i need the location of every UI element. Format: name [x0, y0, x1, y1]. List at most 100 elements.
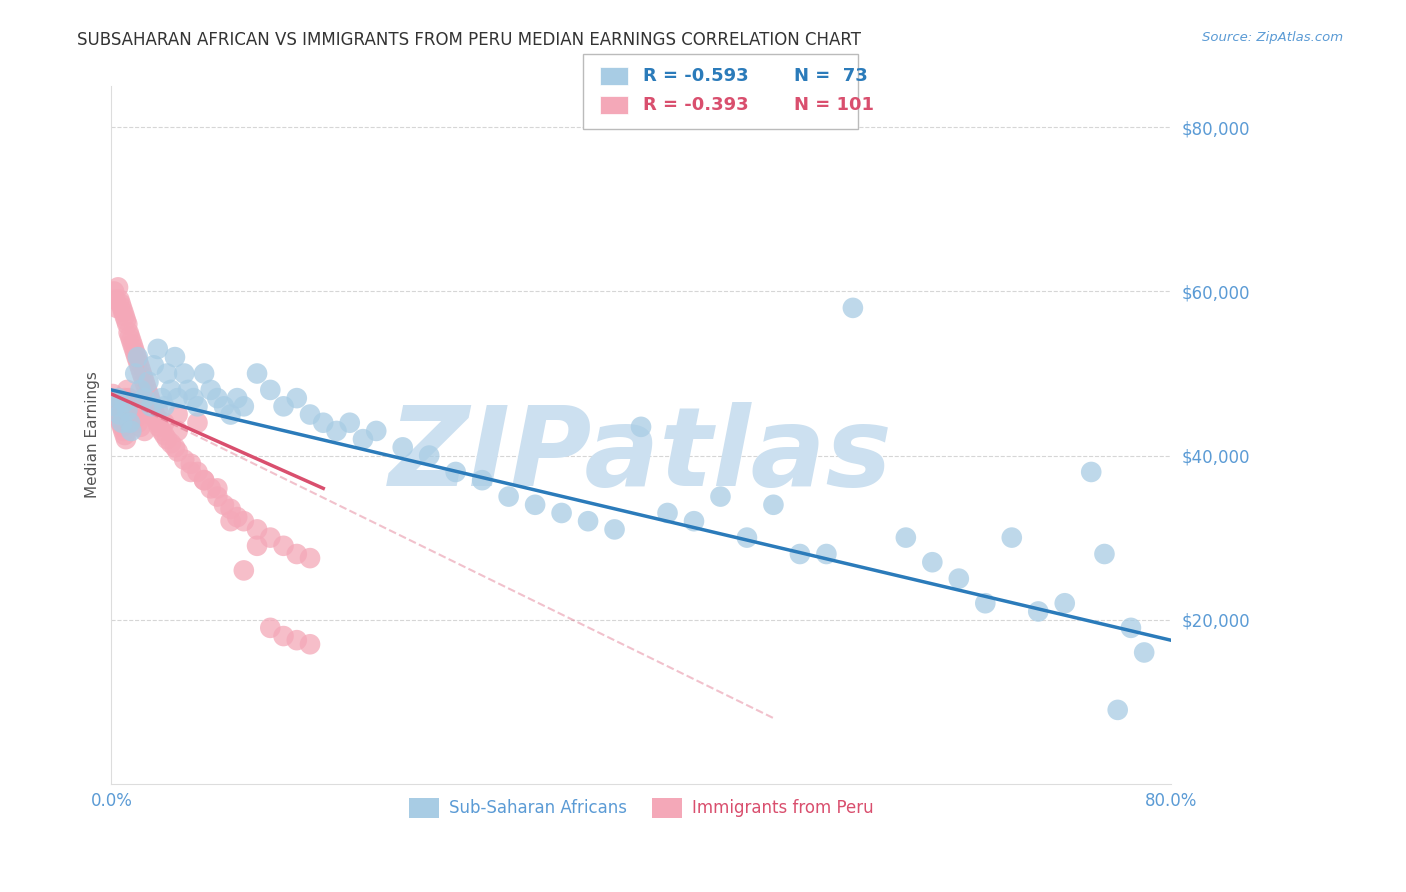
- Point: [134, 424, 156, 438]
- Point: [156, 432, 179, 446]
- Point: [160, 436, 183, 450]
- Point: [115, 432, 138, 446]
- Point: [150, 391, 173, 405]
- Point: [219, 514, 242, 528]
- Point: [120, 424, 142, 438]
- Point: [104, 400, 127, 414]
- Point: [117, 326, 139, 340]
- Point: [471, 473, 494, 487]
- Point: [108, 408, 131, 422]
- Point: [207, 391, 229, 405]
- Point: [141, 400, 163, 414]
- Text: SUBSAHARAN AFRICAN VS IMMIGRANTS FROM PERU MEDIAN EARNINGS CORRELATION CHART: SUBSAHARAN AFRICAN VS IMMIGRANTS FROM PE…: [77, 31, 862, 49]
- Point: [576, 514, 599, 528]
- Point: [246, 367, 269, 381]
- Point: [183, 391, 205, 405]
- Point: [339, 416, 361, 430]
- Point: [153, 400, 176, 414]
- Point: [166, 424, 188, 438]
- Point: [125, 350, 148, 364]
- Point: [118, 416, 141, 430]
- Point: [121, 338, 143, 352]
- Point: [173, 452, 195, 467]
- Point: [108, 293, 131, 307]
- Point: [120, 400, 142, 414]
- Point: [683, 514, 706, 528]
- Point: [498, 490, 520, 504]
- Point: [285, 633, 308, 648]
- Point: [124, 398, 146, 412]
- Point: [110, 416, 132, 430]
- Point: [124, 346, 146, 360]
- Point: [219, 408, 242, 422]
- Point: [325, 424, 347, 438]
- Point: [153, 416, 176, 430]
- Point: [101, 387, 124, 401]
- Point: [166, 391, 188, 405]
- Point: [117, 391, 139, 405]
- Point: [657, 506, 679, 520]
- Point: [111, 420, 134, 434]
- Point: [160, 383, 183, 397]
- Point: [1001, 531, 1024, 545]
- Point: [166, 444, 188, 458]
- Point: [207, 482, 229, 496]
- Point: [180, 457, 202, 471]
- Point: [166, 408, 188, 422]
- Point: [129, 362, 152, 376]
- Text: Source: ZipAtlas.com: Source: ZipAtlas.com: [1202, 31, 1343, 45]
- Point: [105, 403, 128, 417]
- Point: [107, 408, 129, 422]
- Point: [146, 411, 169, 425]
- Point: [1053, 596, 1076, 610]
- Point: [136, 383, 159, 397]
- Point: [127, 416, 149, 430]
- Point: [246, 539, 269, 553]
- Point: [104, 400, 127, 414]
- Point: [146, 402, 169, 417]
- Point: [117, 395, 139, 409]
- Point: [186, 400, 208, 414]
- Y-axis label: Median Earnings: Median Earnings: [86, 372, 100, 499]
- Point: [134, 391, 156, 405]
- Point: [1026, 604, 1049, 618]
- Point: [391, 441, 413, 455]
- Point: [120, 334, 142, 348]
- Point: [894, 531, 917, 545]
- Point: [177, 383, 200, 397]
- Point: [142, 403, 165, 417]
- Point: [285, 391, 308, 405]
- Point: [120, 395, 142, 409]
- Point: [273, 539, 295, 553]
- Point: [273, 400, 295, 414]
- Point: [550, 506, 572, 520]
- Point: [129, 420, 152, 434]
- Point: [146, 342, 169, 356]
- Point: [207, 490, 229, 504]
- Point: [444, 465, 467, 479]
- Point: [121, 403, 143, 417]
- Point: [114, 395, 136, 409]
- Point: [1133, 645, 1156, 659]
- Point: [124, 411, 146, 425]
- Point: [200, 383, 222, 397]
- Point: [232, 514, 254, 528]
- Point: [127, 350, 149, 364]
- Point: [118, 329, 141, 343]
- Point: [131, 367, 153, 381]
- Point: [122, 408, 145, 422]
- Point: [148, 420, 170, 434]
- Point: [114, 391, 136, 405]
- Point: [259, 531, 281, 545]
- Point: [193, 473, 215, 487]
- Point: [129, 383, 152, 397]
- Point: [212, 498, 235, 512]
- Point: [124, 367, 146, 381]
- Point: [1080, 465, 1102, 479]
- Point: [1094, 547, 1116, 561]
- Point: [132, 370, 155, 384]
- Point: [735, 531, 758, 545]
- Point: [200, 482, 222, 496]
- Point: [163, 441, 186, 455]
- Point: [366, 424, 388, 438]
